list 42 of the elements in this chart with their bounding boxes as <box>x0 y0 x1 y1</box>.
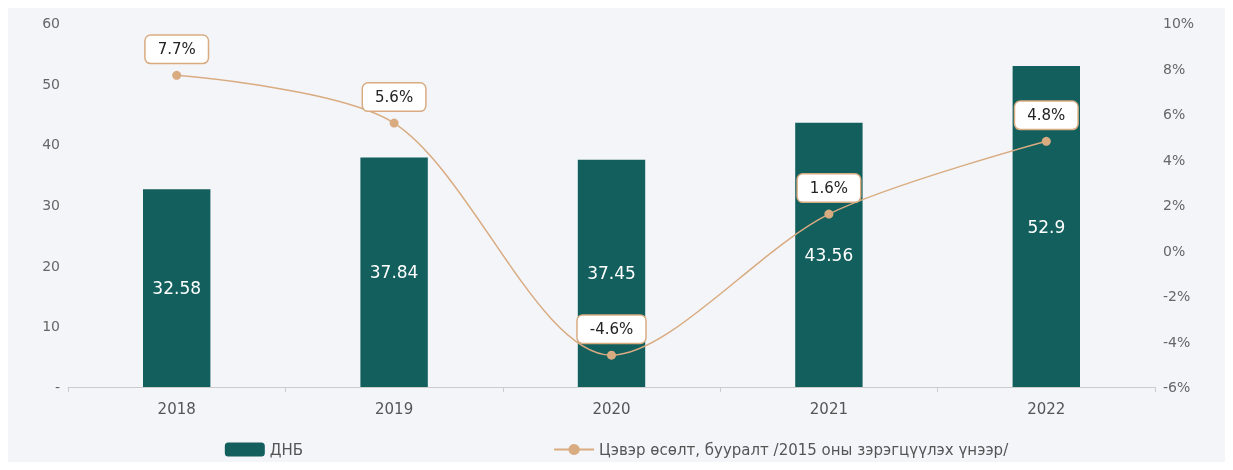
data-label: 43.56 <box>804 244 854 265</box>
point <box>389 118 399 128</box>
y-tick-label: - <box>54 379 60 395</box>
y-tick-label: 10 <box>42 318 60 335</box>
legend-label: ДНБ <box>269 440 304 459</box>
y-tick-label: 40 <box>42 136 60 153</box>
data-label: 37.84 <box>369 262 419 283</box>
y2-tick-label: -6% <box>1163 379 1191 395</box>
y2-tick-label: 8% <box>1163 60 1186 77</box>
point <box>824 209 834 219</box>
x-tick-label: 2022 <box>1027 399 1066 418</box>
y2-tick-label: -4% <box>1163 333 1191 350</box>
y2-tick-label: 4% <box>1163 151 1186 168</box>
x-tick-label: 2021 <box>809 399 848 418</box>
point <box>607 350 616 360</box>
y-tick-label: 30 <box>42 197 60 213</box>
point <box>1041 136 1051 146</box>
data-label: 5.6% <box>375 88 414 107</box>
y-tick-label: 60 <box>42 15 60 31</box>
data-label: 37.45 <box>587 263 636 284</box>
data-label: 7.7% <box>157 40 196 59</box>
legend-label: Цэвэр өсөлт, бууралт /2015 оны зэрэгцүүлэх үнээр/ <box>599 440 1010 459</box>
x-tick-label: 2020 <box>592 399 631 418</box>
data-label: 4.8% <box>1027 106 1066 125</box>
y2-tick-label: 2% <box>1163 197 1186 213</box>
data-label: 32.58 <box>152 278 202 299</box>
y-tick-label: 20 <box>42 257 60 274</box>
data-label: 1.6% <box>809 179 848 198</box>
y2-tick-label: 0% <box>1163 242 1186 259</box>
data-label: -4.6% <box>589 320 634 339</box>
y-tick-label: 50 <box>42 75 60 92</box>
y2-tick-label: -2% <box>1163 288 1191 304</box>
point <box>172 70 182 80</box>
bar <box>1012 66 1080 387</box>
x-tick-label: 2019 <box>375 399 414 418</box>
y2-tick-label: 6% <box>1163 106 1186 122</box>
y2-tick-label: 10% <box>1163 15 1195 31</box>
bar <box>143 189 211 387</box>
data-label: 52.9 <box>1027 216 1066 237</box>
bar <box>795 122 863 387</box>
x-tick-label: 2018 <box>157 399 196 418</box>
bar <box>360 157 428 387</box>
